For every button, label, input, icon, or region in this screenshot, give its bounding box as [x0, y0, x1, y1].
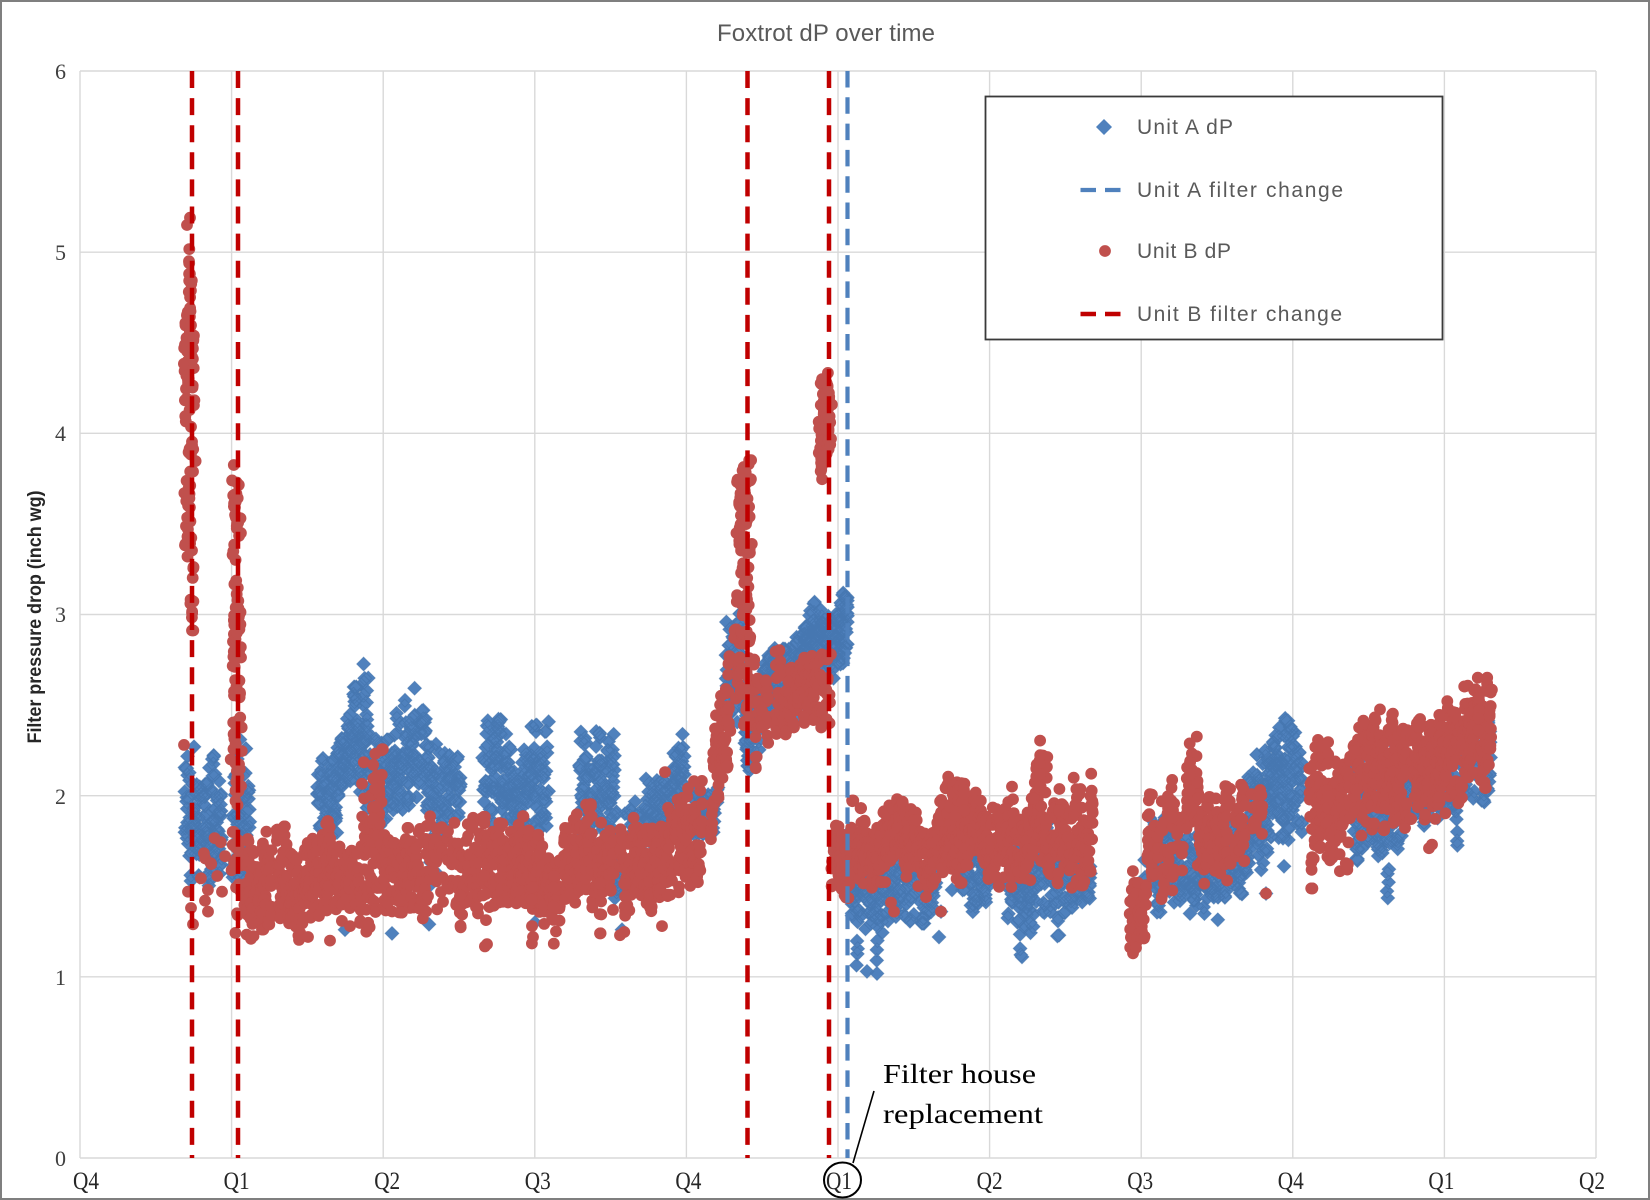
svg-text:4: 4: [55, 421, 66, 446]
svg-text:replacement: replacement: [883, 1099, 1044, 1129]
svg-text:Q1: Q1: [1428, 1168, 1454, 1195]
svg-text:Unit A filter change: Unit A filter change: [1137, 179, 1343, 202]
svg-text:Filter house: Filter house: [883, 1059, 1036, 1089]
svg-text:Q1: Q1: [826, 1168, 852, 1195]
svg-text:Unit B filter change: Unit B filter change: [1137, 303, 1342, 326]
svg-text:Q2: Q2: [1579, 1168, 1605, 1195]
svg-text:Q2: Q2: [977, 1168, 1003, 1195]
svg-text:5: 5: [55, 240, 66, 265]
svg-text:1: 1: [55, 965, 66, 990]
svg-text:Q4: Q4: [675, 1168, 701, 1195]
svg-text:Q3: Q3: [525, 1168, 551, 1195]
svg-text:Filter pressure drop (inch wg): Filter pressure drop (inch wg): [25, 491, 46, 744]
svg-text:Unit B dP: Unit B dP: [1137, 240, 1231, 263]
svg-text:Foxtrot dP over time: Foxtrot dP over time: [717, 20, 935, 47]
svg-text:Q2: Q2: [374, 1168, 400, 1195]
svg-text:6: 6: [55, 59, 66, 84]
svg-text:Unit A dP: Unit A dP: [1137, 116, 1233, 139]
svg-text:Q4: Q4: [73, 1168, 99, 1195]
svg-text:0: 0: [55, 1146, 66, 1171]
svg-text:Q3: Q3: [1127, 1168, 1153, 1195]
svg-text:Q1: Q1: [224, 1168, 250, 1195]
svg-text:2: 2: [55, 784, 66, 809]
svg-text:Q4: Q4: [1278, 1168, 1304, 1195]
svg-text:3: 3: [55, 602, 66, 627]
